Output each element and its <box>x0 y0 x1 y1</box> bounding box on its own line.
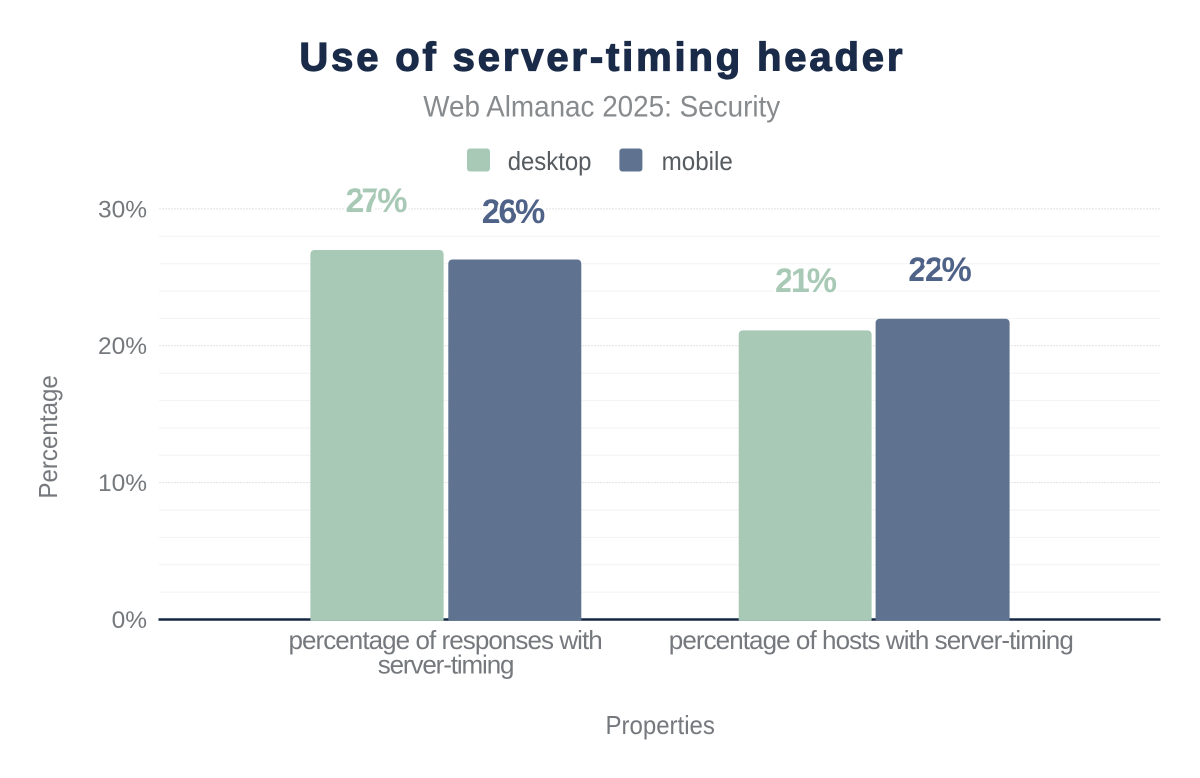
svg-text:desktop: desktop <box>508 146 592 176</box>
svg-text:0%: 0% <box>112 607 147 634</box>
svg-text:26%: 26% <box>482 193 546 231</box>
svg-text:Percentage: Percentage <box>33 375 63 499</box>
svg-text:percentage of hosts with serve: percentage of hosts with server-timing <box>669 625 1074 655</box>
svg-text:Web Almanac 2025: Security: Web Almanac 2025: Security <box>423 90 780 123</box>
svg-text:percentage of responses with: percentage of responses with <box>288 625 602 655</box>
svg-text:27%: 27% <box>346 182 408 220</box>
svg-text:20%: 20% <box>98 333 147 360</box>
svg-text:server-timing: server-timing <box>378 650 515 680</box>
svg-text:Properties: Properties <box>606 710 715 740</box>
svg-text:22%: 22% <box>908 251 972 289</box>
svg-text:mobile: mobile <box>662 146 733 176</box>
svg-text:Use of server-timing header: Use of server-timing header <box>299 36 902 80</box>
svg-text:30%: 30% <box>98 196 147 223</box>
svg-text:21%: 21% <box>775 262 837 300</box>
svg-text:10%: 10% <box>98 470 147 497</box>
